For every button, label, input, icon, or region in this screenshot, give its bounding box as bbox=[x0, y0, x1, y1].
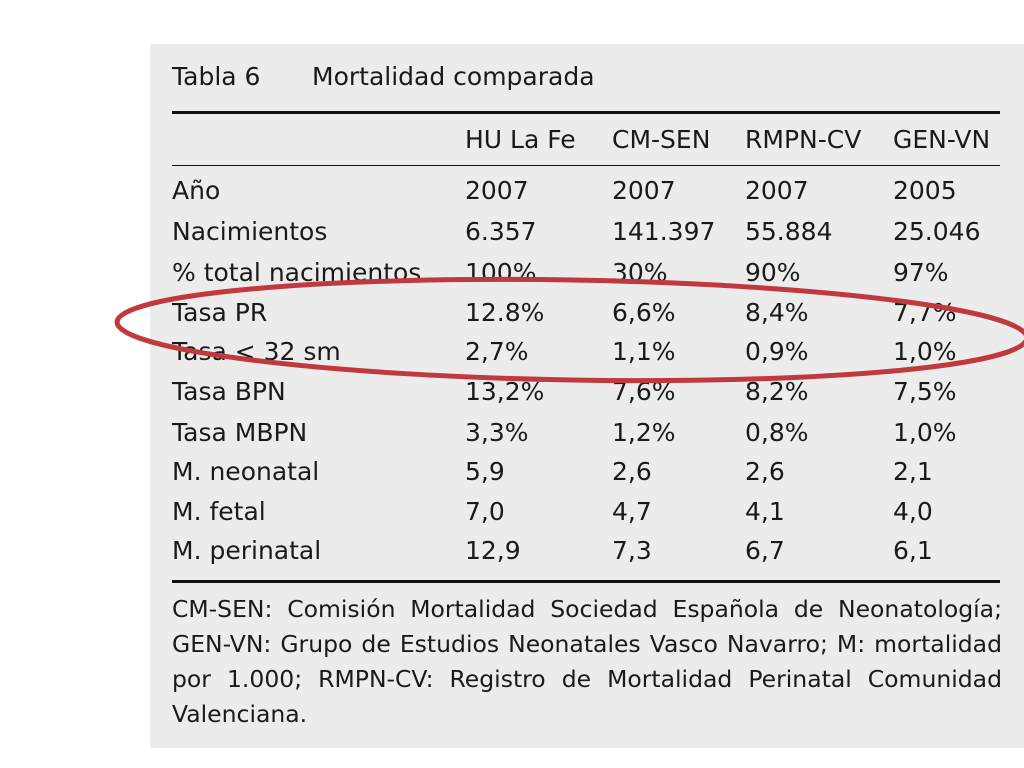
table-cell: 6.357 bbox=[465, 217, 537, 246]
table-row: M. fetal 7,0 4,7 4,1 4,0 bbox=[0, 497, 1024, 537]
table-cell: 2,6 bbox=[612, 457, 652, 486]
table-cell: 7,3 bbox=[612, 536, 652, 565]
column-header-hu-la-fe: HU La Fe bbox=[465, 125, 576, 154]
table-cell: 1,2% bbox=[612, 418, 676, 447]
table-cell: 90% bbox=[745, 258, 801, 287]
table-cell: 2007 bbox=[465, 176, 529, 205]
table-caption: Mortalidad comparada bbox=[312, 62, 595, 91]
row-label: % total nacimientos bbox=[172, 258, 422, 287]
table-cell: 5,9 bbox=[465, 457, 505, 486]
table-cell: 8,2% bbox=[745, 377, 809, 406]
table-cell: 7,0 bbox=[465, 497, 505, 526]
row-label: M. fetal bbox=[172, 497, 266, 526]
row-label: Año bbox=[172, 176, 221, 205]
column-header-rmpn-cv: RMPN-CV bbox=[745, 125, 862, 154]
table-cell: 2007 bbox=[745, 176, 809, 205]
table-row: Nacimientos 6.357 141.397 55.884 25.046 bbox=[0, 217, 1024, 257]
table-cell: 141.397 bbox=[612, 217, 716, 246]
row-label: M. neonatal bbox=[172, 457, 320, 486]
row-label: M. perinatal bbox=[172, 536, 322, 565]
table-row: M. perinatal 12,9 7,3 6,7 6,1 bbox=[0, 536, 1024, 576]
bottom-rule bbox=[172, 580, 1000, 583]
table-cell: 4,1 bbox=[745, 497, 785, 526]
table-row: Tasa < 32 sm 2,7% 1,1% 0,9% 1,0% bbox=[0, 337, 1024, 377]
table-cell: 6,7 bbox=[745, 536, 785, 565]
table-cell: 30% bbox=[612, 258, 668, 287]
table-cell: 6,6% bbox=[612, 298, 676, 327]
column-header-gen-vn: GEN-VN bbox=[893, 125, 991, 154]
table-row: Tasa MBPN 3,3% 1,2% 0,8% 1,0% bbox=[0, 418, 1024, 458]
table-row: Tasa BPN 13,2% 7,6% 8,2% 7,5% bbox=[0, 377, 1024, 417]
table-cell: 4,7 bbox=[612, 497, 652, 526]
table-cell: 1,0% bbox=[893, 418, 957, 447]
table-cell: 100% bbox=[465, 258, 537, 287]
table-cell: 1,0% bbox=[893, 337, 957, 366]
table-cell: 7,5% bbox=[893, 377, 957, 406]
row-label: Tasa BPN bbox=[172, 377, 286, 406]
table-title: Tabla 6 Mortalidad comparada bbox=[172, 62, 595, 91]
row-label: Tasa PR bbox=[172, 298, 268, 327]
column-header-cm-sen: CM-SEN bbox=[612, 125, 711, 154]
table-cell: 0,8% bbox=[745, 418, 809, 447]
table-row: Tasa PR 12.8% 6,6% 8,4% 7,7% bbox=[0, 298, 1024, 338]
table-cell: 2,6 bbox=[745, 457, 785, 486]
table-cell: 7,7% bbox=[893, 298, 957, 327]
table-row: Año 2007 2007 2007 2005 bbox=[0, 176, 1024, 216]
header-rule bbox=[172, 165, 1000, 166]
table-cell: 2,7% bbox=[465, 337, 529, 366]
table-cell: 2005 bbox=[893, 176, 957, 205]
table-cell: 13,2% bbox=[465, 377, 545, 406]
table-cell: 12,9 bbox=[465, 536, 521, 565]
row-label: Tasa < 32 sm bbox=[172, 337, 341, 366]
table-row: M. neonatal 5,9 2,6 2,6 2,1 bbox=[0, 457, 1024, 497]
table-cell: 12.8% bbox=[465, 298, 545, 327]
table-cell: 8,4% bbox=[745, 298, 809, 327]
table-panel bbox=[150, 44, 1024, 748]
table-cell: 97% bbox=[893, 258, 949, 287]
row-label: Tasa MBPN bbox=[172, 418, 308, 447]
table-cell: 2,1 bbox=[893, 457, 933, 486]
table-row: % total nacimientos 100% 30% 90% 97% bbox=[0, 258, 1024, 298]
table-cell: 4,0 bbox=[893, 497, 933, 526]
table-cell: 55.884 bbox=[745, 217, 833, 246]
table-number: Tabla 6 bbox=[172, 62, 261, 91]
table-cell: 6,1 bbox=[893, 536, 933, 565]
table-cell: 1,1% bbox=[612, 337, 676, 366]
table-cell: 0,9% bbox=[745, 337, 809, 366]
table-cell: 2007 bbox=[612, 176, 676, 205]
row-label: Nacimientos bbox=[172, 217, 328, 246]
table-footnote: CM-SEN: Comisión Mortalidad Sociedad Esp… bbox=[172, 595, 1002, 728]
top-rule bbox=[172, 111, 1000, 114]
table-cell: 7,6% bbox=[612, 377, 676, 406]
table-cell: 3,3% bbox=[465, 418, 529, 447]
table-cell: 25.046 bbox=[893, 217, 981, 246]
